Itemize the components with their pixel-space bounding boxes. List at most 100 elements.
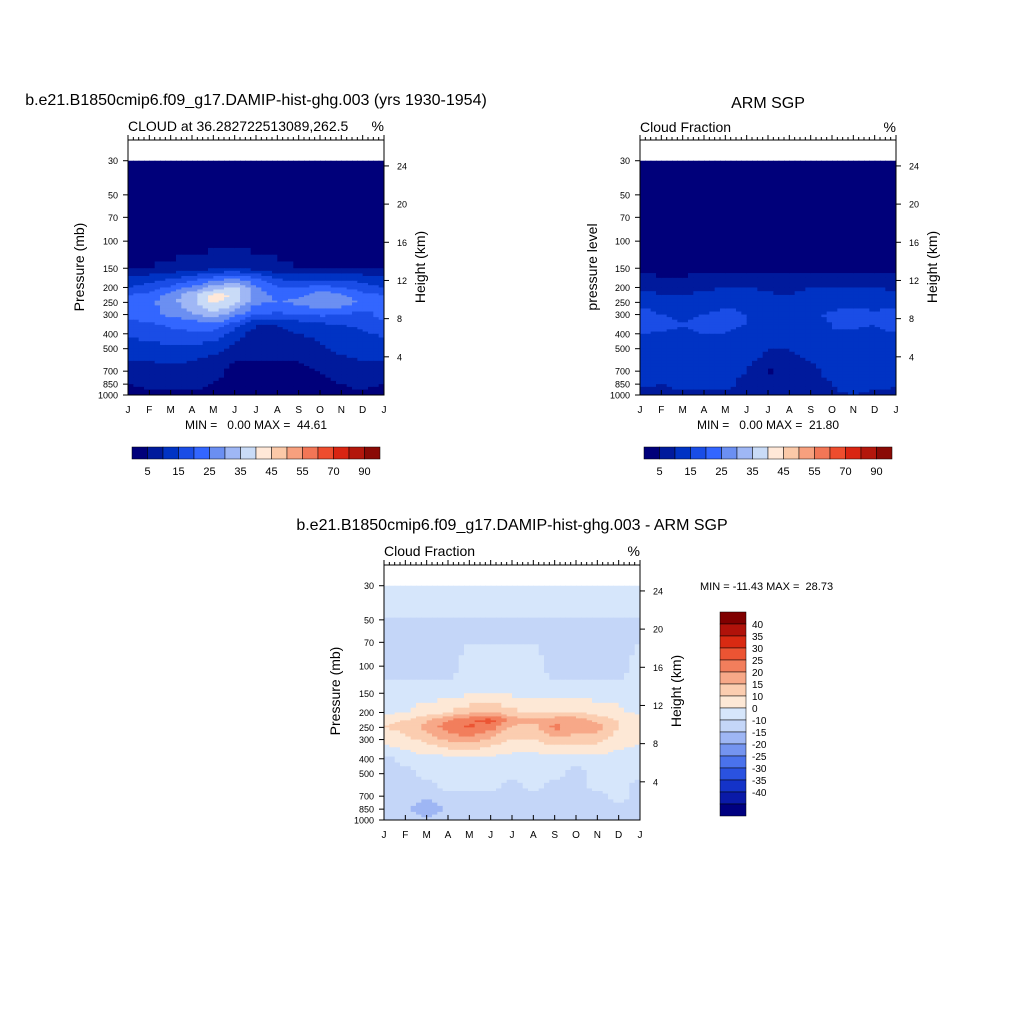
field-cell bbox=[378, 329, 384, 333]
field-cell bbox=[202, 354, 209, 359]
field-cell bbox=[138, 380, 145, 385]
field-cell bbox=[746, 327, 753, 330]
field-cell bbox=[240, 283, 246, 286]
field-cell bbox=[837, 241, 844, 249]
field-cell bbox=[368, 341, 374, 346]
field-cell bbox=[160, 384, 166, 388]
field-cell bbox=[816, 368, 822, 372]
field-cell bbox=[293, 327, 300, 330]
field-cell bbox=[341, 392, 348, 395]
field-cell bbox=[288, 280, 294, 284]
field-cell bbox=[832, 241, 838, 249]
field-cell bbox=[154, 261, 161, 269]
field-cell bbox=[165, 280, 172, 284]
field-cell bbox=[234, 363, 241, 367]
field-cell bbox=[320, 380, 326, 385]
field-cell bbox=[677, 384, 684, 388]
field-cell bbox=[250, 314, 257, 318]
field-cell bbox=[154, 308, 161, 313]
field-cell bbox=[320, 354, 326, 359]
field-cell bbox=[330, 380, 337, 385]
field-cell bbox=[192, 386, 198, 391]
field-cell bbox=[192, 392, 198, 395]
field-cell bbox=[261, 322, 268, 326]
field-cell bbox=[832, 368, 838, 372]
field-cell bbox=[346, 371, 353, 376]
field-cell bbox=[234, 354, 241, 359]
field-cell bbox=[256, 354, 262, 359]
field-cell bbox=[832, 366, 838, 370]
field-cell bbox=[682, 287, 689, 292]
field-cell bbox=[832, 329, 838, 333]
field-cell bbox=[794, 341, 801, 346]
field-cell bbox=[800, 298, 806, 303]
field-cell bbox=[272, 291, 278, 294]
field-cell bbox=[874, 371, 881, 376]
field-cell bbox=[320, 374, 326, 379]
field-cell bbox=[698, 160, 705, 182]
field-cell bbox=[789, 333, 796, 339]
field-cell bbox=[800, 377, 806, 382]
field-cell bbox=[336, 308, 342, 313]
field-cell bbox=[677, 377, 684, 382]
field-cell bbox=[661, 314, 668, 318]
field-cell bbox=[853, 329, 860, 333]
field-cell bbox=[741, 348, 748, 353]
field-cell bbox=[176, 221, 182, 242]
field-cell bbox=[720, 380, 726, 385]
field-cell bbox=[858, 374, 865, 379]
field-cell bbox=[128, 357, 134, 362]
field-cell bbox=[640, 160, 646, 182]
field-cell bbox=[256, 377, 262, 382]
field-cell bbox=[821, 298, 828, 303]
field-cell bbox=[293, 322, 300, 326]
field-cell bbox=[693, 324, 700, 328]
field-cell bbox=[218, 351, 225, 356]
field-cell bbox=[880, 348, 886, 353]
field-cell bbox=[229, 329, 236, 333]
field-cell bbox=[261, 305, 268, 310]
field-cell bbox=[736, 324, 742, 328]
field-cell bbox=[805, 282, 812, 289]
field-cell bbox=[165, 221, 172, 242]
field-cell bbox=[357, 386, 364, 391]
field-cell bbox=[720, 200, 726, 222]
field-cell bbox=[666, 277, 673, 284]
field-cell bbox=[256, 366, 262, 370]
field-cell bbox=[378, 298, 384, 302]
field-cell bbox=[714, 308, 721, 313]
field-cell bbox=[677, 277, 684, 284]
field-cell bbox=[698, 324, 705, 328]
field-cell bbox=[165, 314, 172, 318]
field-cell bbox=[272, 380, 278, 385]
field-cell bbox=[133, 287, 140, 291]
field-cell bbox=[858, 371, 865, 376]
field-cell bbox=[149, 287, 156, 291]
field-cell bbox=[138, 254, 145, 263]
field-cell bbox=[272, 241, 278, 249]
field-cell bbox=[240, 319, 246, 323]
field-cell bbox=[746, 363, 753, 367]
field-cell bbox=[794, 247, 801, 256]
field-cell bbox=[234, 371, 241, 376]
field-cell bbox=[138, 302, 145, 307]
field-cell bbox=[698, 302, 705, 307]
field-cell bbox=[784, 317, 790, 321]
field-cell bbox=[837, 324, 844, 328]
field-cell bbox=[229, 200, 236, 222]
field-cell bbox=[266, 327, 273, 330]
field-cell bbox=[864, 277, 870, 284]
field-cell bbox=[752, 374, 758, 379]
field-cell bbox=[202, 363, 209, 367]
field-cell bbox=[378, 377, 384, 382]
field-cell bbox=[794, 277, 801, 284]
colorbar-label: 25 bbox=[203, 466, 215, 478]
field-cell bbox=[186, 291, 193, 294]
field-cell bbox=[186, 302, 193, 307]
field-cell bbox=[693, 357, 700, 362]
field-cell bbox=[880, 291, 886, 296]
field-cell bbox=[640, 302, 646, 307]
field-cell bbox=[784, 314, 790, 318]
field-cell bbox=[218, 297, 225, 300]
field-cell bbox=[373, 160, 380, 182]
